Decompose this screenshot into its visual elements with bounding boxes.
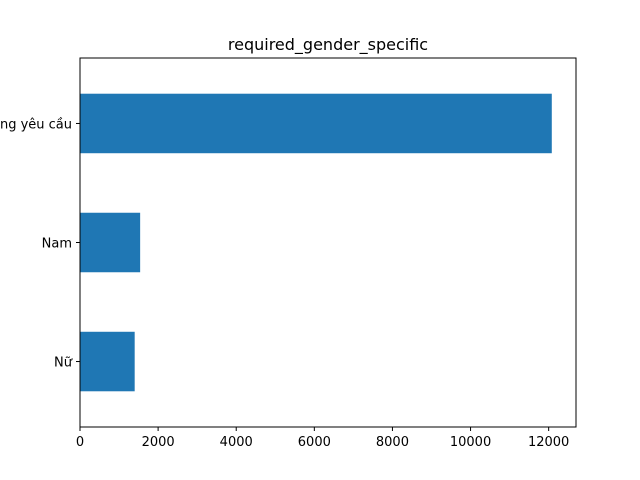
- bars-group: [80, 93, 552, 392]
- x-axis: 0 2000 4000 6000 8000 10000 12000: [76, 427, 569, 450]
- bar-1: [80, 212, 141, 273]
- x-tick-label: 6000: [298, 435, 331, 450]
- y-tick-label: Nam: [42, 237, 72, 252]
- y-axis: Không yêu cầu Nam Nữ: [0, 117, 80, 371]
- x-tick-label: 8000: [376, 435, 409, 450]
- y-tick-label: Không yêu cầu: [0, 117, 72, 132]
- x-tick-label: 10000: [450, 435, 491, 450]
- plot-frame: [79, 57, 577, 428]
- x-tick-label: 2000: [142, 435, 175, 450]
- x-tick-label: 4000: [220, 435, 253, 450]
- x-tick-label: 0: [76, 435, 84, 450]
- bar-2: [80, 331, 135, 392]
- chart-title: required_gender_specific: [228, 35, 428, 55]
- y-tick-label: Nữ: [54, 356, 73, 371]
- bar-0: [80, 93, 552, 154]
- x-tick-label: 12000: [528, 435, 569, 450]
